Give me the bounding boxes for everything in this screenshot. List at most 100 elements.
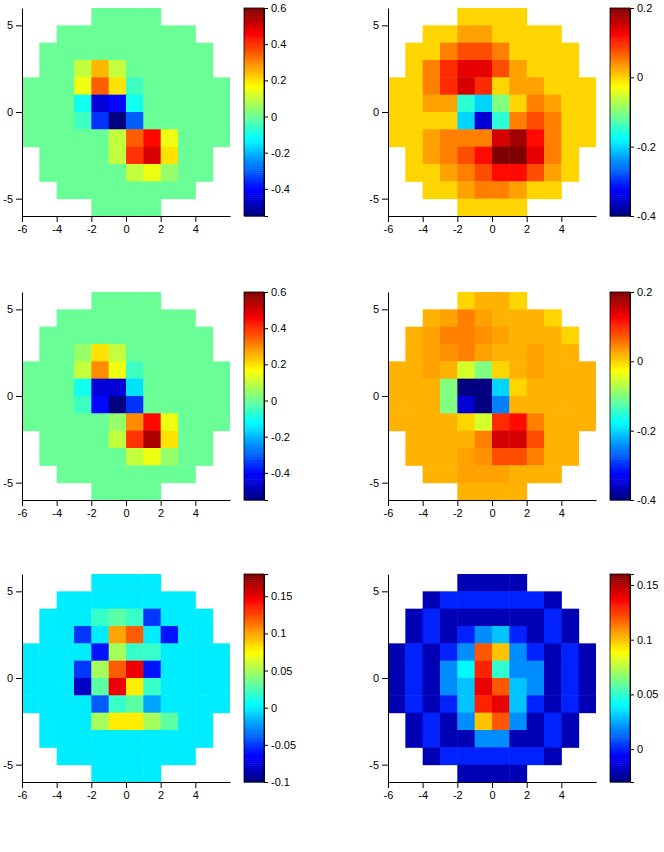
heatmap-cell [527,95,545,113]
colorbar-frame [244,8,264,216]
heatmap-cell [509,181,527,199]
tick-mark [630,216,634,217]
heatmap-cell [22,95,40,113]
heatmap-cell [178,77,196,95]
tick-label: 5 [7,19,13,31]
heatmap-cell [91,95,109,113]
heatmap-cell [440,431,458,449]
tick-label: 0.6 [271,2,286,14]
heatmap-cell [388,379,406,397]
heatmap-cell [405,147,423,165]
colorbar-axis-line [265,9,269,217]
heatmap-cell [91,465,109,483]
heatmap-cell [109,730,127,748]
heatmap-cell [91,147,109,165]
heatmap-cell [109,713,127,731]
tick-label: -0.2 [637,425,656,437]
heatmap-cell [39,661,57,679]
heatmap-cell [405,361,423,379]
heatmap-cell [475,431,493,449]
tick-mark [457,216,458,222]
heatmap-cell [509,129,527,147]
heatmap-cell [509,361,527,379]
heatmap-cell [161,129,179,147]
heatmap-cell [195,43,213,61]
heatmap-cell [74,181,92,199]
heatmap-cell [39,626,57,644]
tick: -5 [369,477,388,489]
heatmap-cells [388,292,596,500]
heatmap-cell [527,626,545,644]
tick-label: -5 [369,193,379,205]
heatmap-cell [405,661,423,679]
heatmap-cell [126,344,144,362]
tick: -6 [384,216,394,235]
heatmap-cell [492,730,510,748]
heatmap-cell [561,695,579,713]
heatmap-cell [39,678,57,696]
heatmap-cell [143,181,161,199]
heatmap-cell [492,483,510,500]
heatmap-cell [457,25,475,43]
heatmap-cell [457,431,475,449]
tick: -4 [418,500,428,519]
heatmap-cell [143,77,161,95]
heatmap-cell [544,43,562,61]
tick-label: 2 [158,223,164,235]
heatmap-cell [457,8,475,26]
heatmap-cell [39,43,57,61]
heatmap-cell [492,95,510,113]
heatmap-cell [561,164,579,182]
x-axis: -6-4-2024 [384,782,597,801]
heatmap-cell [492,181,510,199]
heatmap-cell [509,465,527,483]
heatmap-cell [475,95,493,113]
tick-label: 0 [489,789,495,801]
heatmap-cell [195,60,213,78]
heatmap-cell [405,643,423,661]
heatmap-cell [423,344,441,362]
heatmap-cell [161,379,179,397]
heatmap-cell [213,413,230,431]
y-axis: -505 [3,293,22,501]
heatmap-cell [492,661,510,679]
heatmap-cell [74,431,92,449]
heatmap-cell [423,609,441,627]
heatmap-cell [109,765,127,782]
heatmap-cell [405,129,423,147]
heatmap-cell [109,8,127,26]
heatmap-cell [492,60,510,78]
heatmap-cell [423,129,441,147]
heatmap-cell [544,129,562,147]
heatmap-cell [405,43,423,61]
heatmap-cell [143,25,161,43]
heatmap-cell [57,591,75,609]
heatmap-cell [509,8,527,26]
heatmap-cell [509,379,527,397]
heatmap-cell [423,60,441,78]
tick-mark [423,500,424,506]
heatmap-cell [440,344,458,362]
heatmap-cell [178,396,196,414]
heatmap-cell [544,643,562,661]
colorbar-frame [244,292,264,500]
heatmap-cell [579,661,596,679]
tick-mark [630,8,634,9]
y-axis-line [22,293,23,501]
heatmap-cell [74,413,92,431]
tick-label: 2 [524,789,530,801]
heatmap-cell [509,43,527,61]
heatmap-cell [509,765,527,782]
heatmap-cell [195,327,213,345]
heatmap-cell [440,361,458,379]
tick: 0 [373,106,388,118]
heatmap-cell [475,309,493,327]
heatmap-cell [213,77,230,95]
heatmap-cell [423,147,441,165]
heatmap-cell [457,43,475,61]
tick-mark [382,309,388,310]
heatmap-cell [91,344,109,362]
heatmap-cell [91,77,109,95]
heatmap-cell [527,327,545,345]
heatmap-cell [457,292,475,310]
